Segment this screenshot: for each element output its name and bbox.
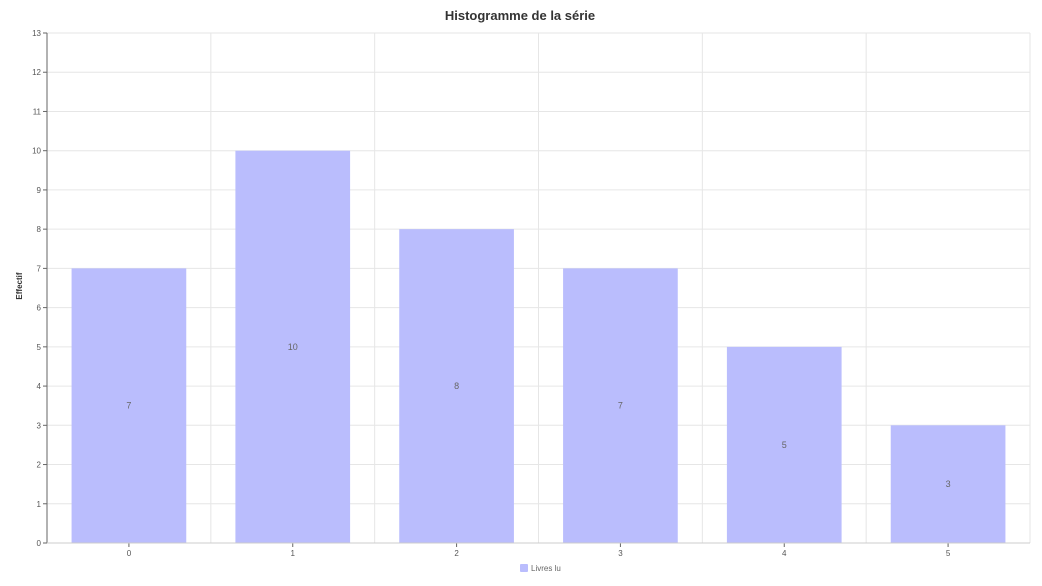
bar-value-label: 8 <box>454 381 459 391</box>
y-tick-label: 10 <box>32 147 41 156</box>
bar-0[interactable] <box>71 268 187 543</box>
bar-1[interactable] <box>235 150 351 543</box>
bar-value-label: 3 <box>946 479 951 489</box>
x-tick-label: 1 <box>291 549 296 558</box>
bars: 7 10 8 7 5 3 <box>71 150 1006 543</box>
legend[interactable]: Livres lu <box>520 564 561 573</box>
y-tick-label: 5 <box>37 343 42 352</box>
y-tick-label: 0 <box>37 539 42 548</box>
bar-3[interactable] <box>563 268 678 543</box>
legend-label: Livres lu <box>531 564 561 573</box>
bar-value-label: 7 <box>618 401 623 411</box>
x-tick-label: 4 <box>782 549 787 558</box>
y-tick-label: 2 <box>37 461 42 470</box>
y-tick-label: 9 <box>37 186 42 195</box>
bar-5[interactable] <box>890 425 1006 543</box>
x-tick-label: 5 <box>946 549 951 558</box>
legend-swatch <box>520 564 528 572</box>
y-tick-label: 8 <box>37 225 42 234</box>
bar-4[interactable] <box>726 346 842 543</box>
y-tick-label: 12 <box>32 68 41 77</box>
grid-lines <box>47 32 1031 543</box>
y-tick-label: 1 <box>37 500 42 509</box>
x-tick-label: 2 <box>454 549 459 558</box>
y-axis-label: Effectif <box>15 272 24 299</box>
y-tick-label: 6 <box>37 304 42 313</box>
x-tick-label: 3 <box>618 549 623 558</box>
y-tick-label: 11 <box>33 107 42 116</box>
chart-title: Histogramme de la série <box>445 8 595 23</box>
bar-value-label: 7 <box>126 401 131 411</box>
y-tick-label: 13 <box>32 29 41 38</box>
bar-2[interactable] <box>399 229 514 543</box>
bar-value-label: 10 <box>288 342 298 352</box>
y-tick-label: 3 <box>37 421 42 430</box>
x-tick-label: 0 <box>127 549 132 558</box>
y-tick-label: 4 <box>37 382 42 391</box>
y-tick-label: 7 <box>37 264 42 273</box>
bar-value-label: 5 <box>782 440 787 450</box>
